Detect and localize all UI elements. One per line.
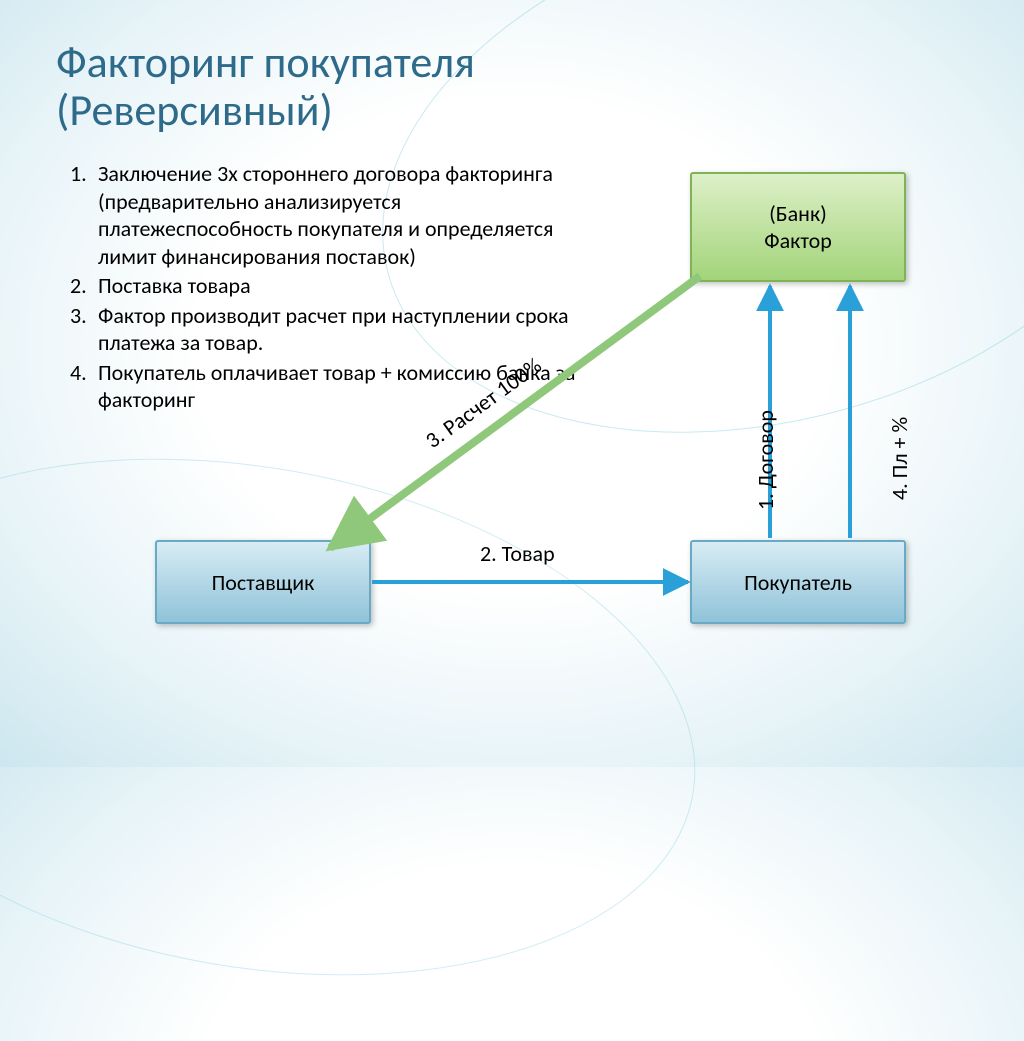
list-num: 4. [70, 359, 98, 414]
list-item: 3. Фактор производит расчет при наступле… [70, 302, 590, 357]
bg-decor-curve [0, 393, 737, 1041]
list-text: Фактор производит расчет при наступлении… [98, 302, 590, 357]
node-buyer: Покупатель [690, 540, 906, 624]
node-supplier: Поставщик [155, 540, 371, 624]
edge-label-goods: 2. Товар [480, 540, 555, 567]
edge-label-payment: 4. Пл + % [886, 417, 913, 500]
node-label: (Банк) [769, 200, 827, 227]
node-label: Покупатель [744, 569, 852, 596]
list-text: Заключение 3х стороннего договора фактор… [98, 160, 590, 270]
list-num: 1. [70, 160, 98, 270]
node-label: Поставщик [212, 569, 315, 596]
list-item: 1. Заключение 3х стороннего договора фак… [70, 160, 590, 270]
node-label: Фактор [764, 227, 832, 254]
node-bank-factor: (Банк) Фактор [690, 172, 906, 282]
title-line1: Факторинг покупателя [56, 35, 475, 89]
title-line2: (Реверсивный) [56, 83, 333, 137]
list-text: Поставка товара [98, 272, 251, 300]
list-num: 3. [70, 302, 98, 357]
edge-label-contract: 1. Договор [752, 410, 779, 510]
list-num: 2. [70, 272, 98, 300]
list-item: 2. Поставка товара [70, 272, 590, 300]
page-title: Факторинг покупателя (Реверсивный) [56, 38, 475, 135]
